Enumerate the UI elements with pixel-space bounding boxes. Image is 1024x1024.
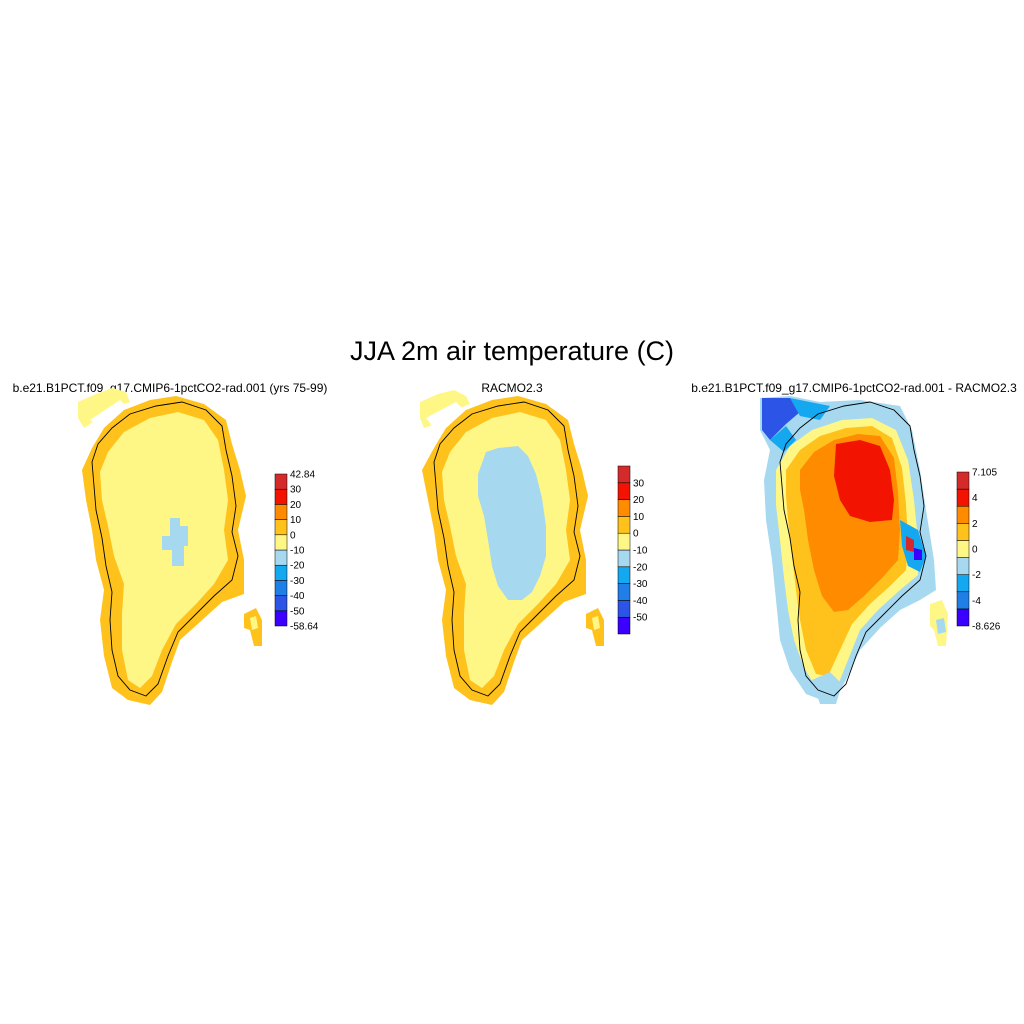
colorbar-tick-label: -20 bbox=[633, 562, 648, 573]
colorbar-swatch bbox=[274, 564, 288, 581]
colorbar-swatch bbox=[274, 488, 288, 505]
panel-diff-title: b.e21.B1PCT.f09_g17.CMIP6-1pctCO2-rad.00… bbox=[691, 381, 1017, 395]
panel-diff: b.e21.B1PCT.f09_g17.CMIP6-1pctCO2-rad.00… bbox=[691, 381, 1017, 704]
colorbar-swatch bbox=[956, 505, 970, 524]
colorbar-swatch bbox=[274, 519, 288, 536]
panel-racmo: RACMO2.3 -50 -40 -30 -20 -10 0 10 20 30 bbox=[420, 381, 648, 705]
panel-diff-map bbox=[760, 396, 948, 704]
colorbar-tick-label: -58.64 bbox=[290, 622, 319, 633]
colorbar-swatch bbox=[274, 595, 288, 612]
colorbar-tick-label: 2 bbox=[972, 519, 978, 530]
colorbar-tick-label: 10 bbox=[633, 512, 645, 523]
colorbar-tick-label: 4 bbox=[972, 493, 978, 504]
panel-racmo-colorbar: -50 -40 -30 -20 -10 0 10 20 30 bbox=[617, 465, 648, 635]
colorbar-tick-label: -10 bbox=[633, 546, 648, 557]
panel-model-map bbox=[78, 388, 262, 705]
colorbar-tick-label: -50 bbox=[290, 606, 305, 617]
panel-model-title: b.e21.B1PCT.f09_g17.CMIP6-1pctCO2-rad.00… bbox=[13, 381, 328, 395]
colorbar-tick-label: -4 bbox=[972, 596, 981, 607]
colorbar-swatch bbox=[274, 473, 288, 490]
figure-title: JJA 2m air temperature (C) bbox=[350, 336, 674, 366]
colorbar-swatch bbox=[274, 610, 288, 627]
colorbar-tick-label: -20 bbox=[290, 561, 305, 572]
colorbar-tick-label: 10 bbox=[290, 515, 302, 526]
panel-model-colorbar: -58.64 -50 -40 -30 -20 -10 0 10 20 30 42.84 bbox=[274, 470, 319, 633]
colorbar-swatch bbox=[617, 549, 631, 568]
panel-racmo-title: RACMO2.3 bbox=[481, 381, 543, 395]
colorbar-tick-label: -30 bbox=[633, 579, 648, 590]
colorbar-tick-label: 0 bbox=[633, 529, 639, 540]
colorbar-tick-label: -50 bbox=[633, 613, 648, 624]
colorbar-tick-label: 42.84 bbox=[290, 470, 315, 481]
colorbar-swatch bbox=[956, 574, 970, 593]
colorbar-tick-label: 7.105 bbox=[972, 468, 997, 479]
colorbar-swatch bbox=[617, 566, 631, 584]
colorbar-swatch bbox=[956, 591, 970, 610]
colorbar-tick-label: -40 bbox=[633, 596, 648, 607]
colorbar-swatch bbox=[274, 504, 288, 520]
colorbar-swatch bbox=[617, 516, 631, 534]
colorbar-tick-label: -40 bbox=[290, 591, 305, 602]
colorbar-swatch bbox=[617, 616, 631, 635]
colorbar-swatch bbox=[617, 532, 631, 551]
colorbar-swatch bbox=[956, 557, 970, 575]
colorbar-swatch bbox=[956, 608, 970, 627]
panel-diff-colorbar: -8.626 -4 -2 0 2 4 7.105 bbox=[956, 468, 1001, 633]
colorbar-swatch bbox=[956, 540, 970, 558]
colorbar-swatch bbox=[617, 600, 631, 618]
colorbar-tick-label: -10 bbox=[290, 546, 305, 557]
colorbar-tick-label: 20 bbox=[290, 500, 302, 511]
colorbar-swatch bbox=[617, 499, 631, 517]
colorbar-tick-label: 30 bbox=[633, 478, 645, 489]
colorbar-swatch bbox=[956, 523, 970, 541]
colorbar-tick-label: 0 bbox=[972, 545, 978, 556]
colorbar-tick-label: 20 bbox=[633, 495, 645, 506]
colorbar-tick-label: -30 bbox=[290, 576, 305, 587]
colorbar-swatch bbox=[956, 471, 970, 490]
colorbar-swatch bbox=[274, 580, 288, 596]
colorbar-swatch bbox=[956, 488, 970, 507]
colorbar-tick-label: 0 bbox=[290, 530, 296, 541]
colorbar-swatch bbox=[274, 549, 288, 566]
colorbar-swatch bbox=[617, 482, 631, 500]
colorbar-swatch bbox=[617, 583, 631, 601]
panel-model: b.e21.B1PCT.f09_g17.CMIP6-1pctCO2-rad.00… bbox=[13, 381, 328, 705]
colorbar-tick-label: -8.626 bbox=[972, 622, 1001, 633]
colorbar-tick-label: 30 bbox=[290, 485, 302, 496]
colorbar-swatch bbox=[274, 534, 288, 551]
colorbar-tick-label: -2 bbox=[972, 570, 981, 581]
colorbar-swatch bbox=[617, 465, 631, 484]
panel-racmo-map bbox=[420, 390, 604, 705]
